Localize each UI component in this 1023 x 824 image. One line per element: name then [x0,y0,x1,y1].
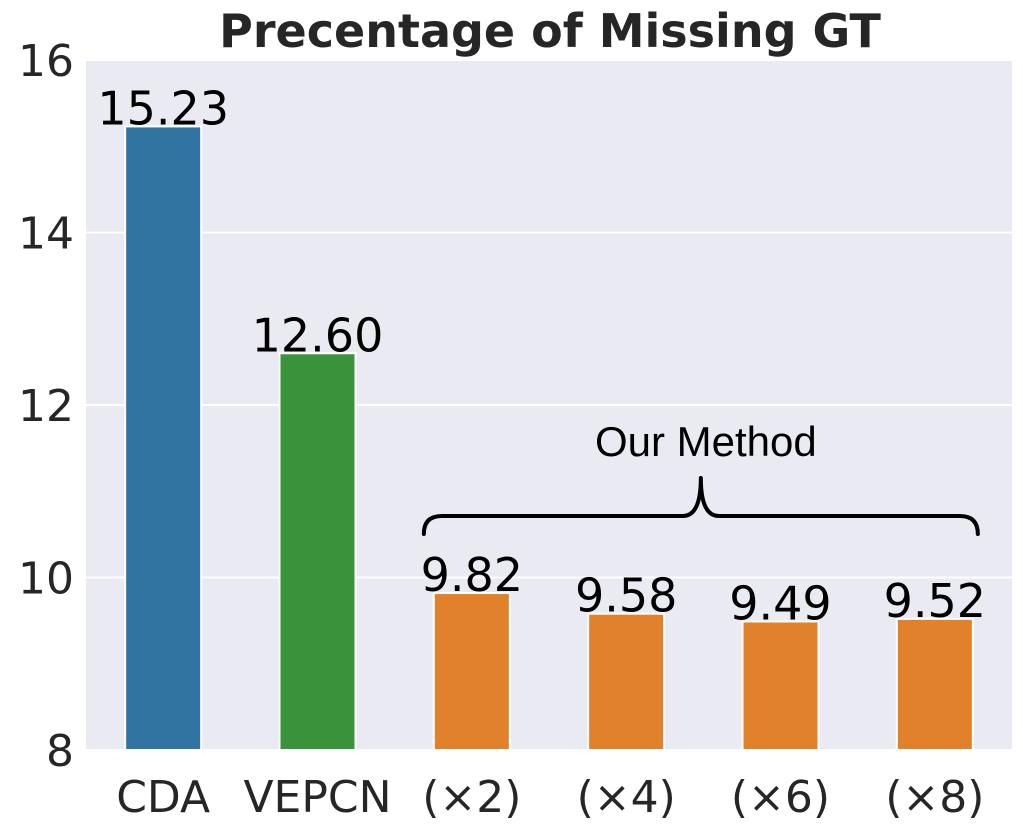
x-tick-label: (×6) [731,772,830,823]
y-axis-ticks: 8 10 12 14 16 [18,36,74,777]
bar-6 [895,617,974,752]
bars [124,125,974,752]
value-label: 12.60 [252,308,384,362]
annotation-label: Our Method [595,418,817,465]
y-tick-label: 10 [18,554,74,605]
value-label: 9.82 [421,548,523,602]
bar-1 [124,125,203,752]
y-tick-label: 16 [18,36,74,87]
bar-3 [432,592,511,752]
y-tick-label: 12 [18,381,74,432]
annotation-brace [421,476,980,536]
bar-2 [278,352,357,751]
x-tick-label: VEPCN [243,772,391,823]
x-tick-label: (×2) [422,772,521,823]
value-label: 15.23 [97,81,229,135]
value-label: 9.52 [884,574,986,628]
chart-title: Precentage of Missing GT [219,4,881,58]
y-tick-label: 8 [46,726,74,777]
bar-4 [587,612,666,751]
x-tick-label: (×4) [577,772,676,823]
x-tick-label: (×8) [885,772,984,823]
x-tick-label: CDA [116,772,210,823]
y-tick-label: 14 [18,209,74,260]
x-axis-ticks: CDA VEPCN (×2) (×4) (×6) (×8) [116,772,984,823]
value-labels: 15.23 12.60 9.82 9.58 9.49 9.52 [97,81,986,630]
grid-lines [86,59,1012,751]
bar-5 [741,620,820,751]
value-label: 9.49 [729,576,831,630]
value-label: 9.58 [575,569,677,623]
